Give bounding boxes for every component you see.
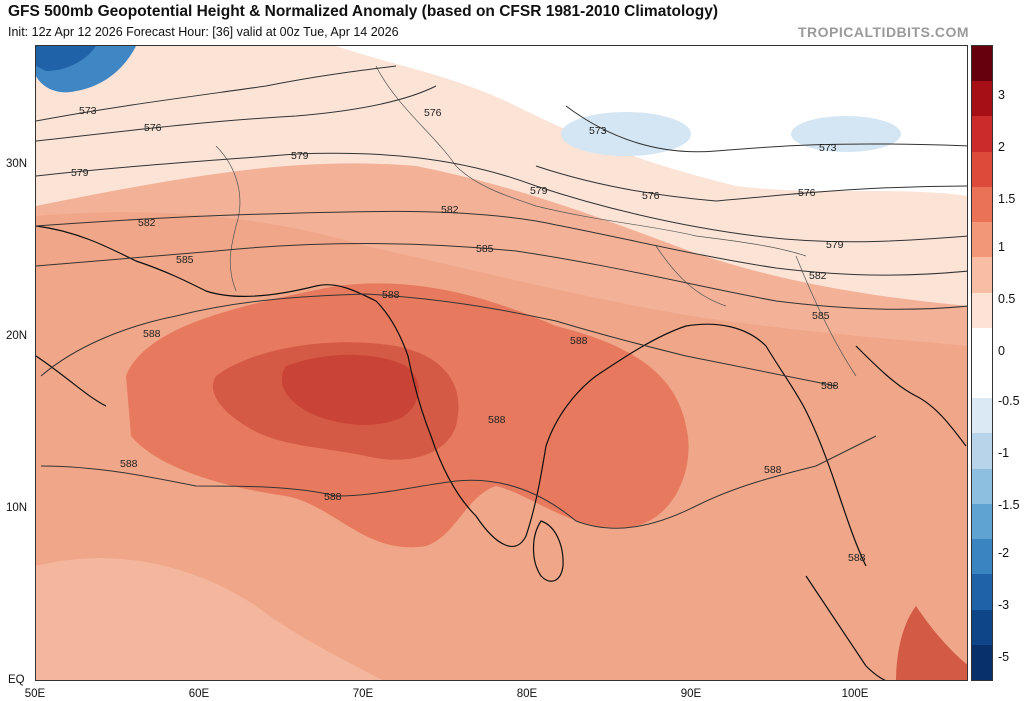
contour-label: 588 — [120, 458, 138, 470]
colorbar-label: 0.5 — [998, 292, 1016, 306]
colorbar-label: -0.5 — [998, 394, 1020, 408]
contour-582 — [36, 210, 967, 276]
colorbar-label: 0 — [998, 344, 1005, 358]
sri-lanka-outline — [532, 520, 564, 582]
contour-588-south — [40, 435, 877, 529]
contour-label: 573 — [819, 142, 837, 154]
anomaly-colorbar — [971, 45, 993, 681]
contour-label: 585 — [812, 310, 830, 322]
lon-label: 70E — [352, 688, 374, 700]
contour-label: 582 — [441, 204, 459, 216]
contour-label: 573 — [589, 125, 607, 137]
colorbar-swatch — [972, 116, 992, 153]
contour-label: 573 — [79, 105, 97, 117]
coastline-main — [36, 225, 867, 567]
contour-label: 588 — [488, 414, 506, 426]
contour-label: 588 — [821, 380, 839, 392]
colorbar-swatch — [972, 433, 992, 470]
lon-label: 80E — [516, 688, 538, 700]
lon-label: 50E — [24, 688, 46, 700]
colorbar-label: -1 — [998, 446, 1010, 460]
contour-585 — [36, 243, 967, 310]
map-panel: 573 573 573 576 576 576 576 579 579 579 … — [35, 45, 968, 681]
map-title: GFS 500mb Geopotential Height & Normaliz… — [8, 3, 718, 20]
colorbar-label: 2 — [998, 140, 1005, 154]
colorbar-label: -1.5 — [998, 498, 1020, 512]
contour-588-north — [40, 293, 837, 387]
sumatra-coast — [805, 575, 886, 680]
cold-anomaly-tibet-west — [561, 112, 691, 156]
lat-label: 30N — [6, 158, 28, 170]
colorbar-label: 1 — [998, 240, 1005, 254]
anomaly-map: 573 573 573 576 576 576 576 579 579 579 … — [36, 46, 967, 680]
contour-label: 585 — [476, 243, 494, 255]
contour-576-east — [535, 165, 967, 202]
colorbar-label: -3 — [998, 598, 1010, 612]
contour-573-west — [36, 65, 397, 122]
contour-label: 579 — [291, 150, 309, 162]
colorbar-swatch — [972, 186, 992, 223]
contour-label: 576 — [144, 122, 162, 134]
colorbar-swatch — [972, 539, 992, 575]
colorbar-label: 3 — [998, 88, 1005, 102]
southeast-warm-region — [896, 606, 967, 680]
height-contours — [36, 65, 967, 529]
colorbar-label: -5 — [998, 650, 1010, 664]
colorbar-swatch — [972, 151, 992, 188]
colorbar-swatch — [972, 574, 992, 611]
colorbar-swatch — [972, 398, 992, 434]
cold-anomaly-tibet-east — [791, 116, 901, 152]
brand-watermark: TROPICALTIDBITS.COM — [797, 24, 969, 40]
contour-label: 582 — [809, 270, 827, 282]
contour-label: 588 — [382, 289, 400, 301]
colorbar-swatch — [972, 292, 992, 329]
contour-label: 588 — [570, 335, 588, 347]
contour-label: 576 — [798, 187, 816, 199]
contour-label-group: 573 573 573 576 576 576 576 579 579 579 … — [71, 105, 866, 564]
colorbar-swatch — [972, 363, 992, 399]
contour-573-east — [565, 105, 967, 153]
lon-label: 60E — [188, 688, 210, 700]
contour-label: 588 — [764, 464, 782, 476]
cold-anomaly-core — [36, 46, 96, 71]
colorbar-swatch — [972, 46, 992, 82]
contour-label: 576 — [424, 107, 442, 119]
peak-anomaly-region — [281, 354, 419, 425]
lon-label: 100E — [841, 688, 869, 700]
contour-label: 585 — [176, 254, 194, 266]
map-subtitle: Init: 12z Apr 12 2026 Forecast Hour: [36… — [8, 25, 399, 39]
contour-label: 588 — [143, 328, 161, 340]
contour-label: 588 — [848, 552, 866, 564]
colorbar-swatch — [972, 644, 992, 681]
contour-label: 582 — [138, 217, 156, 229]
contour-label: 588 — [324, 491, 342, 503]
lat-label: EQ — [8, 674, 25, 686]
contour-label: 579 — [71, 167, 89, 179]
contour-label: 579 — [530, 185, 548, 197]
lat-label: 20N — [6, 330, 28, 342]
colorbar-swatch — [972, 327, 992, 364]
colorbar-swatch — [972, 503, 992, 540]
lat-label: 10N — [6, 502, 28, 514]
border-kashmir — [375, 65, 537, 207]
colorbar-swatch — [972, 81, 992, 117]
colorbar-label: -2 — [998, 546, 1010, 560]
border-pakistan-afghanistan — [215, 145, 241, 292]
contour-label: 579 — [826, 239, 844, 251]
indochina-coast — [855, 345, 967, 447]
contour-label: 576 — [642, 190, 660, 202]
contour-579 — [36, 152, 967, 243]
colorbar-label: 1.5 — [998, 192, 1016, 206]
colorbar-swatch — [972, 222, 992, 258]
coastlines — [36, 225, 967, 680]
contour-576-west — [36, 85, 437, 142]
colorbar-swatch — [972, 257, 992, 294]
border-myanmar — [795, 255, 857, 377]
border-himalaya — [535, 205, 807, 257]
colorbar-swatch — [972, 468, 992, 505]
lon-label: 90E — [680, 688, 702, 700]
south-light-region — [36, 558, 383, 680]
colorbar-swatch — [972, 609, 992, 646]
arabia-coast — [36, 355, 107, 407]
